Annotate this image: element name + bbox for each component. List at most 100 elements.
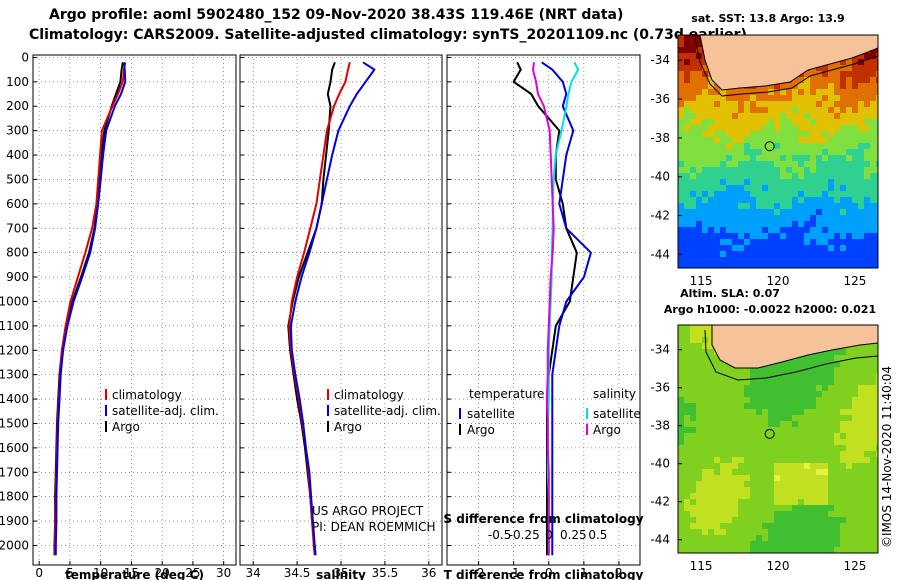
sla-cell xyxy=(714,511,720,517)
sla-cell xyxy=(708,361,714,367)
sst-cell xyxy=(834,203,840,209)
sst-cell xyxy=(792,227,798,233)
sla-cell xyxy=(858,505,864,511)
sst-cell xyxy=(786,125,792,131)
sst-cell xyxy=(858,113,864,119)
sla-cell xyxy=(780,415,786,421)
sst-cell xyxy=(690,167,696,173)
sst-cell xyxy=(750,107,756,113)
sla-cell xyxy=(690,499,696,505)
sla-cell xyxy=(750,517,756,523)
sla-cell xyxy=(864,397,870,403)
sla-cell xyxy=(702,379,708,385)
sla-cell xyxy=(876,427,878,433)
sla-cell xyxy=(774,475,780,481)
sla-cell xyxy=(870,391,876,397)
sst-cell xyxy=(756,191,762,197)
sla-cell xyxy=(774,469,780,475)
sst-cell xyxy=(768,257,774,263)
sla-cell xyxy=(828,499,834,505)
sst-cell xyxy=(804,221,810,227)
sla-cell xyxy=(726,541,732,547)
sla-cell xyxy=(720,535,726,541)
sst-cell xyxy=(738,101,744,107)
sst-cell xyxy=(696,95,702,101)
sst-cell xyxy=(768,155,774,161)
sla-cell xyxy=(750,529,756,535)
sst-cell xyxy=(852,173,858,179)
sst-cell xyxy=(714,101,720,107)
sst-cell xyxy=(792,239,798,245)
sst-cell xyxy=(678,131,684,137)
sst-cell xyxy=(786,173,792,179)
sst-cell xyxy=(738,191,744,197)
sla-cell xyxy=(852,379,858,385)
sst-cell xyxy=(852,215,858,221)
sst-cell xyxy=(726,167,732,173)
sst-cell xyxy=(690,215,696,221)
sst-cell xyxy=(798,83,804,89)
sst-cell xyxy=(810,131,816,137)
sst-cell xyxy=(870,125,876,131)
sst-cell xyxy=(810,227,816,233)
sst-cell xyxy=(696,83,702,89)
sst-cell xyxy=(780,113,786,119)
sla-cell xyxy=(870,343,876,349)
sst-cell xyxy=(756,125,762,131)
sst-cell xyxy=(678,65,684,71)
sst-cell xyxy=(684,209,690,215)
sst-cell xyxy=(720,263,726,268)
sst-cell xyxy=(870,233,876,239)
sst-cell xyxy=(714,185,720,191)
x-tick-label: 0 xyxy=(35,566,43,580)
sla-cell xyxy=(714,361,720,367)
sst-cell xyxy=(852,239,858,245)
depth-tick-label: 1300 xyxy=(0,368,29,382)
sla-cell xyxy=(834,391,840,397)
sst-cell xyxy=(744,143,750,149)
sla-cell xyxy=(786,499,792,505)
sla-cell xyxy=(714,415,720,421)
sst-cell xyxy=(756,113,762,119)
sla-cell xyxy=(876,361,878,367)
sst-cell xyxy=(786,143,792,149)
legend-label: satellite-adj. clim. xyxy=(112,404,219,418)
sla-cell xyxy=(828,547,834,553)
sla-cell xyxy=(720,415,726,421)
sst-cell xyxy=(750,113,756,119)
sla-cell xyxy=(876,457,878,463)
sst-cell xyxy=(750,149,756,155)
sst-cell xyxy=(774,143,780,149)
sst-cell xyxy=(690,95,696,101)
sla-cell xyxy=(828,433,834,439)
sla-cell xyxy=(738,421,744,427)
sst-cell xyxy=(678,125,684,131)
plot-title-line2: Climatology: CARS2009. Satellite-adjuste… xyxy=(29,27,747,43)
sla-cell xyxy=(840,415,846,421)
sla-cell xyxy=(738,481,744,487)
sla-cell xyxy=(696,373,702,379)
sst-cell xyxy=(846,209,852,215)
sla-cell xyxy=(756,481,762,487)
sla-cell xyxy=(804,397,810,403)
sst-cell xyxy=(852,179,858,185)
sst-cell xyxy=(708,239,714,245)
sst-cell xyxy=(870,191,876,197)
sst-cell xyxy=(858,221,864,227)
sla-cell xyxy=(708,421,714,427)
sst-cell xyxy=(840,113,846,119)
sst-cell xyxy=(732,143,738,149)
sst-cell xyxy=(870,155,876,161)
sst-cell xyxy=(762,131,768,137)
credit-pi: PI: DEAN ROEMMICH xyxy=(312,520,435,534)
sla-cell xyxy=(804,457,810,463)
sla-cell xyxy=(708,337,714,343)
sla-cell xyxy=(804,421,810,427)
sla-cell xyxy=(834,499,840,505)
sst-cell xyxy=(696,107,702,113)
sst-cell xyxy=(876,215,878,221)
sst-cell xyxy=(852,209,858,215)
depth-tick-label: 200 xyxy=(6,99,29,113)
sla-cell xyxy=(858,511,864,517)
sst-cell xyxy=(768,245,774,251)
